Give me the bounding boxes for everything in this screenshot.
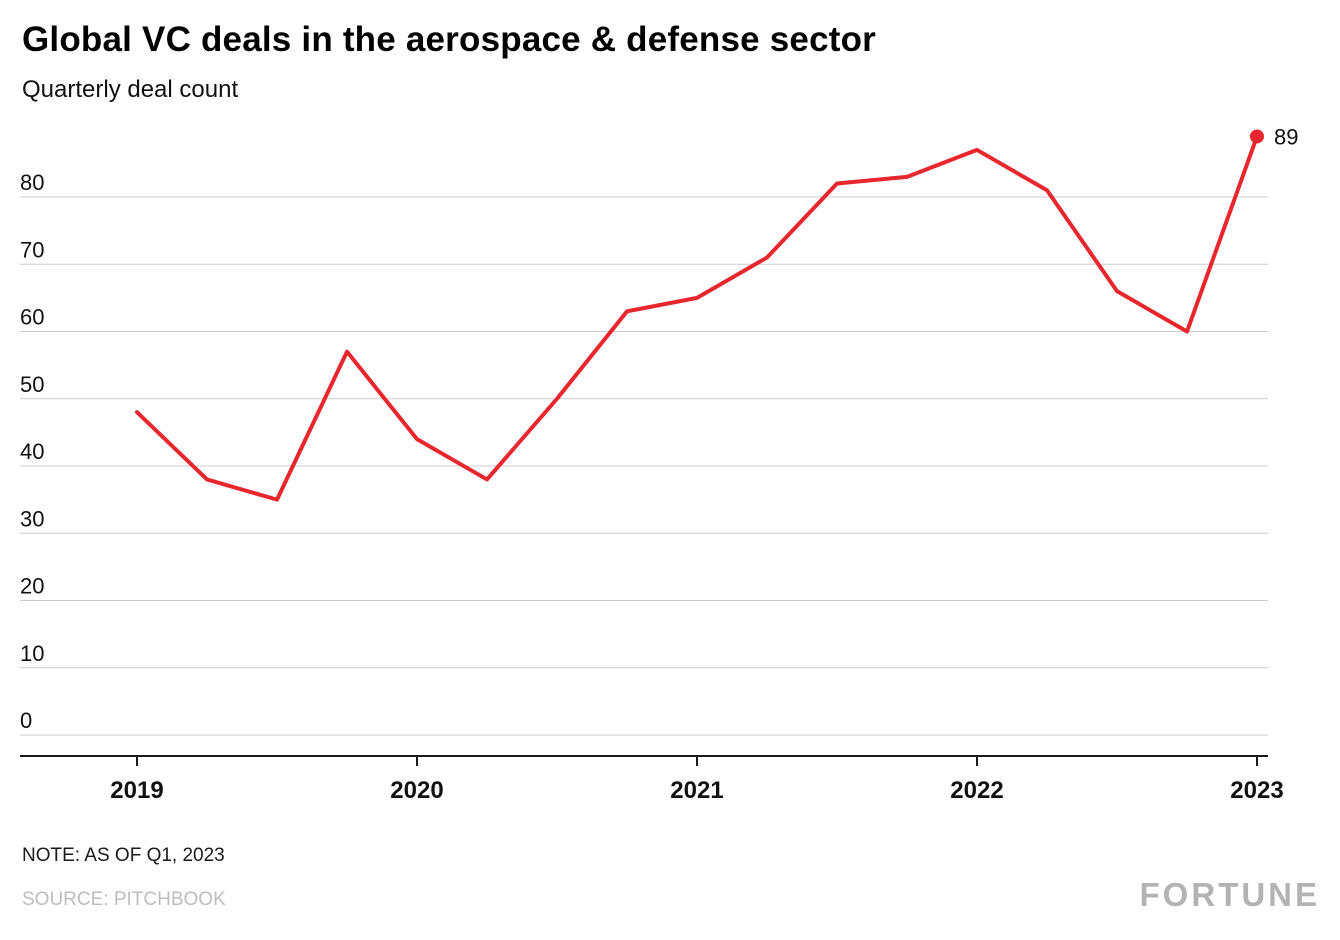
chart-source: SOURCE: PITCHBOOK xyxy=(22,889,226,910)
x-axis-label: 2023 xyxy=(1230,777,1283,804)
y-axis-label: 80 xyxy=(20,170,44,195)
line-chart: 0 10 20 30 40 50 60 70 80 2019 2020 2021 2022 2023 89 xyxy=(20,124,1298,804)
chart-subtitle: Quarterly deal count xyxy=(22,76,239,103)
x-axis-label: 2020 xyxy=(390,777,443,804)
y-axis-label: 40 xyxy=(20,439,44,464)
y-axis-label: 10 xyxy=(20,641,44,666)
y-axis-label: 0 xyxy=(20,708,32,733)
y-axis-label: 60 xyxy=(20,305,44,330)
y-axis-label: 70 xyxy=(20,237,44,262)
latest-point-marker xyxy=(1250,129,1264,144)
x-axis-label: 2019 xyxy=(110,777,163,804)
y-axis-label: 50 xyxy=(20,372,44,397)
chart-title: Global VC deals in the aerospace & defen… xyxy=(22,20,876,59)
x-axis-label: 2022 xyxy=(950,777,1003,804)
latest-value-label: 89 xyxy=(1274,124,1298,149)
deal-count-line xyxy=(135,134,1259,502)
y-axis-label: 20 xyxy=(20,574,44,599)
chart-note: NOTE: AS OF Q1, 2023 xyxy=(22,845,225,866)
fortune-logo: FORTUNE xyxy=(1139,876,1320,913)
x-axis-label: 2021 xyxy=(670,777,723,804)
y-axis-label: 30 xyxy=(20,506,44,531)
